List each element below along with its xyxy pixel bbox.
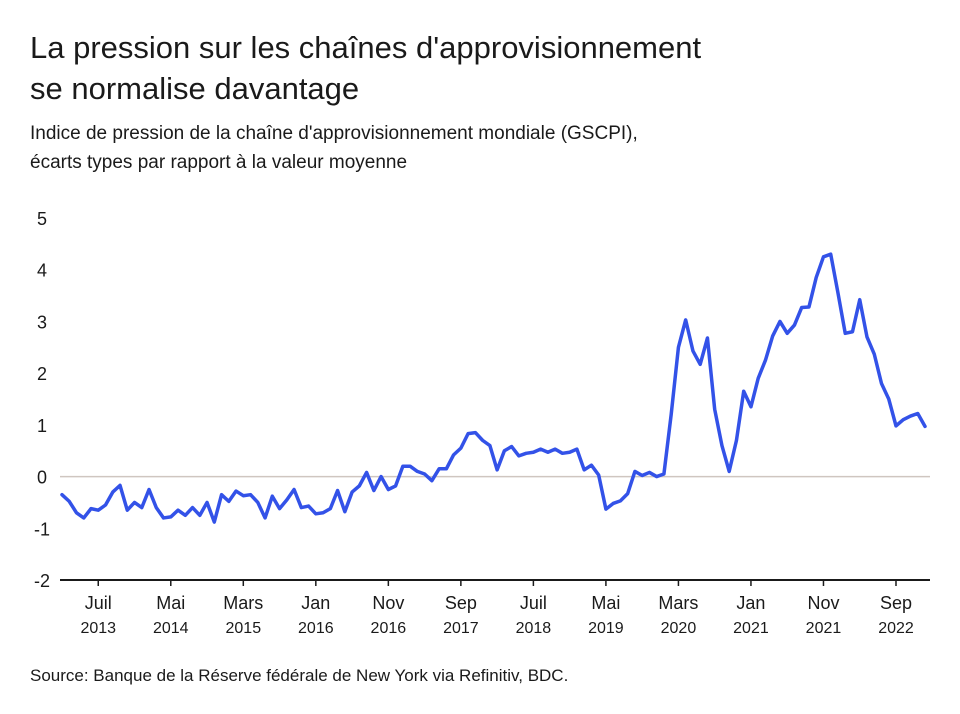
x-tick-label: 2013 (80, 620, 116, 637)
y-tick-label: 0 (37, 468, 47, 488)
x-tick-label: Mars (658, 593, 698, 613)
x-tick-label: 2017 (443, 620, 479, 637)
x-tick-label: 2015 (226, 620, 262, 637)
x-tick-label: Sep (880, 593, 912, 613)
y-tick-label: 5 (37, 209, 47, 229)
x-tick-label: Jan (736, 593, 765, 613)
x-tick-label: 2016 (371, 620, 407, 637)
x-tick-label: Jan (301, 593, 330, 613)
x-tick-label: Nov (372, 593, 404, 613)
x-tick-label: 2021 (733, 620, 769, 637)
x-tick-label: 2019 (588, 620, 624, 637)
chart-title: se normalise davantage (30, 71, 359, 106)
x-tick-label: Sep (445, 593, 477, 613)
y-tick-label: -2 (34, 571, 50, 591)
x-tick-label: 2018 (516, 620, 552, 637)
source-note: Source: Banque de la Réserve fédérale de… (30, 666, 568, 685)
x-tick-label: 2016 (298, 620, 334, 637)
y-tick-label: 2 (37, 364, 47, 384)
chart-subtitle: Indice de pression de la chaîne d'approv… (30, 123, 638, 144)
x-tick-label: 2022 (878, 620, 914, 637)
data-line (60, 252, 927, 524)
x-tick-label: Juil (520, 593, 547, 613)
x-tick-label: Mars (223, 593, 263, 613)
x-tick-label: Nov (807, 593, 839, 613)
x-tick-label: 2020 (661, 620, 697, 637)
x-tick-label: 2021 (806, 620, 842, 637)
x-tick-label: 2014 (153, 620, 189, 637)
x-tick-label: Mai (156, 593, 185, 613)
chart-title: La pression sur les chaînes d'approvisio… (30, 30, 701, 65)
y-tick-label: 1 (37, 416, 47, 436)
x-tick-label: Juil (85, 593, 112, 613)
y-tick-label: 4 (37, 261, 47, 281)
x-tick-label: Mai (591, 593, 620, 613)
y-tick-label: 3 (37, 312, 47, 332)
chart-subtitle: écarts types par rapport à la valeur moy… (30, 152, 407, 173)
y-tick-label: -1 (34, 519, 50, 539)
